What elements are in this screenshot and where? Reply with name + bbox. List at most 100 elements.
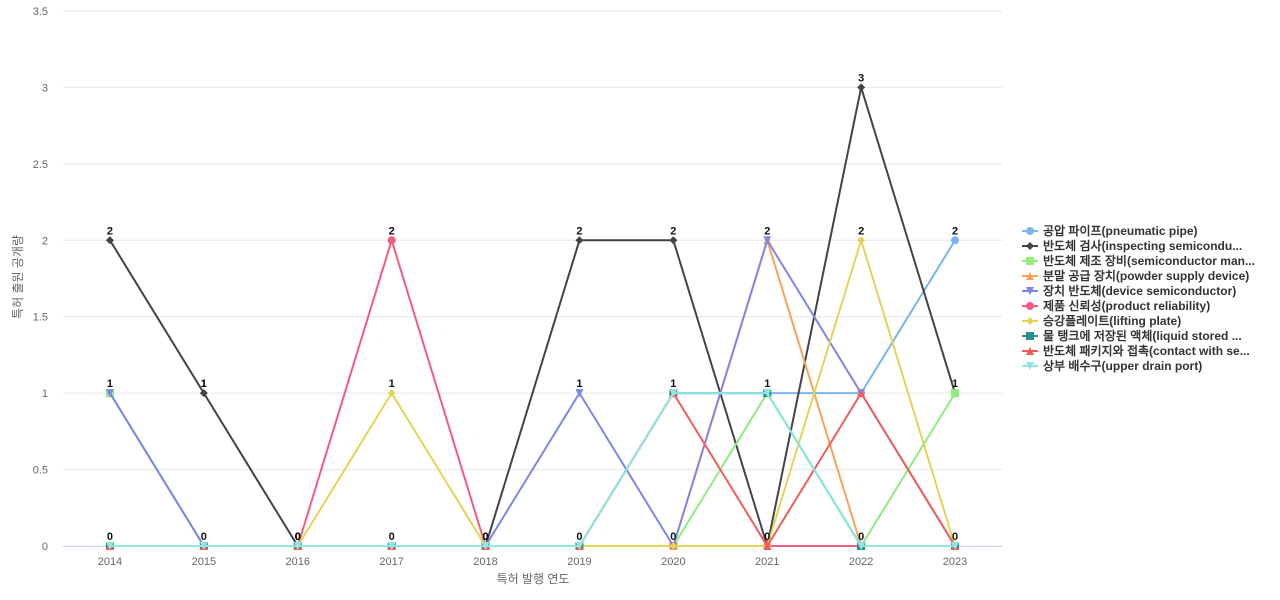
legend-item: 승강플레이트(lifting plate) (1022, 313, 1181, 328)
data-point (105, 389, 114, 398)
y-tick-label: 3.5 (33, 6, 48, 18)
data-label: 2 (764, 225, 770, 237)
legend-label: 제품 신뢰성(product reliability) (1043, 298, 1210, 313)
data-label: 1 (576, 378, 582, 390)
x-tick-label: 2016 (286, 556, 310, 568)
data-label: 0 (952, 531, 958, 543)
data-point (575, 542, 584, 550)
data-label: 0 (482, 531, 488, 543)
series-line (108, 392, 957, 547)
x-tick-label: 2019 (567, 556, 591, 568)
legend-item: 상부 배수구(upper drain port) (1022, 358, 1202, 373)
legend: 공압 파이프(pneumatic pipe)반도체 검사(inspecting … (1022, 223, 1255, 373)
data-point (387, 236, 396, 245)
x-tick-label: 2017 (379, 556, 403, 568)
data-point (669, 389, 678, 398)
y-tick-label: 0.5 (33, 465, 48, 477)
legend-item: 분말 공급 장치(powder supply device) (1022, 268, 1249, 283)
data-label: 1 (389, 378, 395, 390)
x-tick-label: 2014 (98, 556, 122, 568)
data-point (575, 236, 584, 245)
data-label: 1 (952, 378, 958, 390)
data-point (669, 236, 678, 245)
data-point (1026, 287, 1034, 295)
series-lines (105, 83, 960, 550)
data-label: 0 (858, 531, 864, 543)
y-tick-label: 1.5 (33, 312, 48, 324)
legend-label: 장치 반도체(device semiconductor) (1043, 283, 1236, 298)
legend-item: 제품 신뢰성(product reliability) (1022, 298, 1210, 313)
data-point (951, 236, 960, 245)
x-tick-label: 2022 (849, 556, 873, 568)
legend-label: 승강플레이트(lifting plate) (1043, 313, 1181, 328)
data-point (293, 542, 302, 550)
x-tick-label: 2023 (943, 556, 967, 568)
data-label: 2 (670, 225, 676, 237)
legend-item: 반도체 제조 장비(semiconductor man... (1022, 253, 1255, 268)
x-tick-label: 2018 (473, 556, 497, 568)
data-label: 0 (670, 531, 676, 543)
data-point (387, 389, 396, 398)
data-point (857, 83, 866, 92)
legend-label: 반도체 제조 장비(semiconductor man... (1043, 253, 1255, 268)
legend-label: 물 탱크에 저장된 액체(liquid stored ... (1043, 328, 1242, 343)
data-label: 2 (858, 225, 864, 237)
data-point (1026, 347, 1034, 355)
data-label: 0 (295, 531, 301, 543)
data-label: 0 (576, 531, 582, 543)
y-tick-label: 0 (42, 541, 48, 553)
x-tick-label: 2021 (755, 556, 779, 568)
legend-item: 반도체 검사(inspecting semicondu... (1022, 238, 1242, 253)
data-label: 1 (670, 378, 676, 390)
data-label: 0 (389, 531, 395, 543)
data-label: 0 (107, 531, 113, 543)
data-point (1026, 227, 1034, 235)
data-point (951, 542, 960, 550)
data-point (763, 542, 772, 550)
data-point (387, 542, 396, 550)
x-tick-label: 2015 (192, 556, 216, 568)
y-tick-label: 2 (42, 235, 48, 247)
data-point (1026, 332, 1034, 340)
data-point (857, 236, 866, 245)
data-point (1026, 362, 1034, 370)
data-point (199, 389, 208, 398)
data-label: 1 (764, 378, 770, 390)
data-point (481, 542, 490, 550)
y-tick-label: 1 (42, 388, 48, 400)
legend-item: 공압 파이프(pneumatic pipe) (1022, 223, 1198, 238)
data-point (857, 389, 866, 398)
data-point (1026, 302, 1034, 310)
data-label: 0 (201, 531, 207, 543)
data-label: 0 (295, 531, 301, 543)
series-10 (105, 389, 960, 550)
data-point (951, 389, 960, 398)
data-label: 1 (201, 378, 207, 390)
legend-item: 장치 반도체(device semiconductor) (1022, 283, 1236, 298)
data-point (763, 389, 772, 398)
data-label: 2 (576, 225, 582, 237)
y-tick-label: 3 (42, 82, 48, 94)
data-label: 0 (295, 531, 301, 543)
legend-label: 상부 배수구(upper drain port) (1043, 358, 1202, 373)
y-tick-label: 2.5 (33, 159, 48, 171)
legend-label: 반도체 패키지와 접촉(contact with se... (1043, 343, 1250, 358)
legend-label: 분말 공급 장치(powder supply device) (1043, 268, 1249, 283)
data-point (575, 389, 584, 398)
legend-item: 물 탱크에 저장된 액체(liquid stored ... (1022, 328, 1242, 343)
data-point (1026, 317, 1034, 325)
data-label: 2 (952, 225, 958, 237)
y-axis-title: 특허 출원 공개량 (11, 235, 25, 319)
data-point (1026, 272, 1034, 280)
data-label: 1 (201, 378, 207, 390)
legend-label: 반도체 검사(inspecting semicondu... (1043, 238, 1242, 253)
data-point (199, 542, 208, 550)
legend-item: 반도체 패키지와 접촉(contact with se... (1022, 343, 1250, 358)
data-label: 2 (107, 225, 113, 237)
data-label: 2 (389, 225, 395, 237)
legend-label: 공압 파이프(pneumatic pipe) (1043, 223, 1198, 238)
data-label: 0 (482, 531, 488, 543)
